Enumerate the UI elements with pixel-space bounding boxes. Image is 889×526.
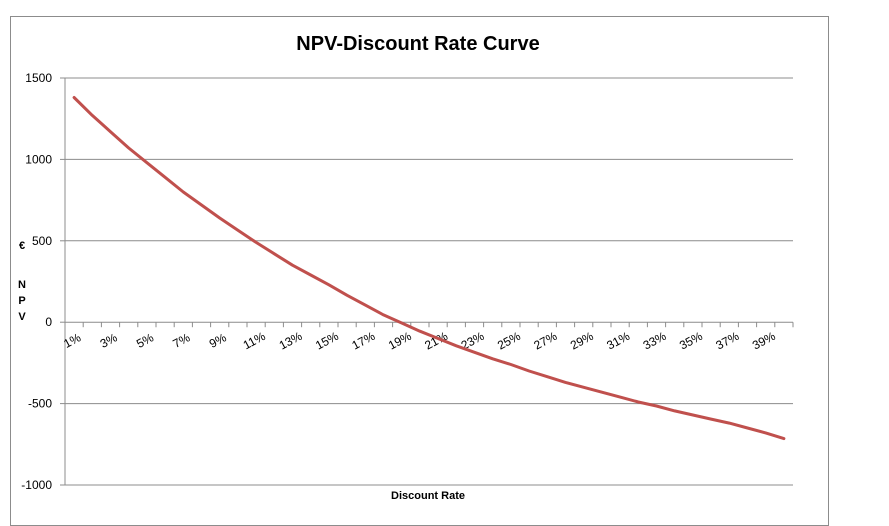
x-tick-label: 37% (714, 329, 742, 353)
x-tick-label: 27% (532, 329, 560, 353)
series-layer (72, 96, 786, 441)
x-tick-label: 25% (495, 329, 523, 353)
x-tick-label: 39% (750, 329, 778, 353)
y-axis-ticks: -1000 -500 0 500 1000 1500 (21, 71, 52, 492)
x-tick-label: 5% (134, 330, 156, 351)
x-tick-label: 31% (604, 329, 632, 353)
x-tick-label: 35% (677, 329, 705, 353)
y-tick-label: -500 (28, 397, 52, 411)
y-axis-label: € NPV (18, 240, 26, 323)
y-tick-label: -1000 (21, 478, 52, 492)
gridlines (60, 77, 793, 486)
y-tick-label: 0 (45, 315, 52, 329)
x-tick-label: 7% (170, 330, 192, 351)
y-tick-label: 1000 (25, 152, 52, 166)
npv-series-line (72, 96, 786, 441)
x-tick-label: 13% (277, 329, 305, 353)
x-tick-label: 33% (641, 329, 669, 353)
y-axis-label-letter: V (18, 311, 26, 323)
x-axis (64, 321, 794, 328)
y-axis-label-letter: N (18, 279, 26, 291)
x-axis-label: Discount Rate (391, 490, 465, 502)
chart-area (10, 16, 829, 526)
x-tick-label: 3% (98, 330, 120, 351)
x-tick-label: 15% (313, 329, 341, 353)
x-tick-label: 29% (568, 329, 596, 353)
y-tick-label: 1500 (25, 71, 52, 85)
y-axis-unit: € (19, 240, 25, 252)
x-tick-label: 19% (386, 329, 414, 353)
x-tick-label: 9% (207, 330, 229, 351)
x-tick-label: 11% (241, 329, 268, 352)
chart-title: NPV-Discount Rate Curve (296, 33, 539, 55)
y-axis-label-letter: P (18, 295, 25, 307)
x-tick-label: 17% (350, 329, 378, 353)
y-tick-label: 500 (32, 234, 52, 248)
